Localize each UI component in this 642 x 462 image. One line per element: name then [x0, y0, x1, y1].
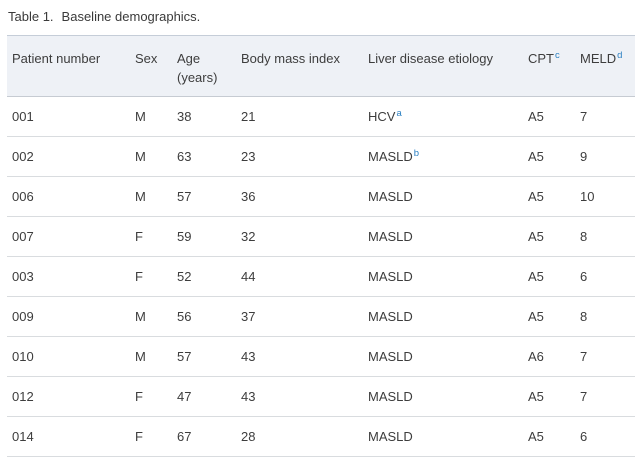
column-header-label: Age: [177, 51, 201, 66]
cell-etiology: HCVa: [363, 96, 523, 137]
column-header-age: Age (years): [172, 35, 236, 97]
cell-age: 57: [172, 176, 236, 217]
cell-age: 67: [172, 416, 236, 457]
column-header-label-line2: (years): [177, 70, 218, 85]
footnote-marker-c[interactable]: c: [555, 49, 560, 61]
table-row-patient-003: 003 F 52 44 MASLD A5 6: [7, 256, 635, 297]
cell-meld: 6: [575, 416, 635, 457]
column-header-sex: Sex: [130, 35, 172, 97]
cell-patient: 003: [7, 256, 130, 297]
column-header-label: CPT: [528, 51, 554, 66]
cell-patient: 007: [7, 216, 130, 257]
table-row-patient-010: 010 M 57 43 MASLD A6 7: [7, 336, 635, 377]
cell-cpt: A5: [523, 136, 575, 177]
cell-age: 57: [172, 336, 236, 377]
cell-bmi: 23: [236, 136, 363, 177]
baseline-demographics-table: Patient number Sex Age (years) Body mass ind…: [7, 35, 635, 457]
footnote-marker-b[interactable]: b: [413, 147, 420, 159]
cell-etiology: MASLD: [363, 176, 523, 217]
cell-meld: 7: [575, 336, 635, 377]
column-header-patient: Patient number: [7, 35, 130, 97]
cell-patient: 002: [7, 136, 130, 177]
table-row-patient-014: 014 F 67 28 MASLD A5 6: [7, 416, 635, 457]
cell-age: 59: [172, 216, 236, 257]
cell-patient: 006: [7, 176, 130, 217]
table-row-patient-007: 007 F 59 32 MASLD A5 8: [7, 216, 635, 257]
cell-meld: 6: [575, 256, 635, 297]
cell-sex: M: [130, 176, 172, 217]
cell-etiology: MASLD: [363, 296, 523, 337]
cell-meld: 7: [575, 96, 635, 137]
cell-etiology: MASLD: [363, 416, 523, 457]
cell-bmi: 37: [236, 296, 363, 337]
cell-age: 56: [172, 296, 236, 337]
cell-cpt: A5: [523, 176, 575, 217]
cell-meld: 10: [575, 176, 635, 217]
cell-cpt: A5: [523, 96, 575, 137]
table-header: Patient number Sex Age (years) Body mass ind…: [7, 35, 635, 97]
cell-age: 63: [172, 136, 236, 177]
footnote-marker-a[interactable]: a: [396, 107, 402, 119]
cell-cpt: A6: [523, 336, 575, 377]
cell-bmi: 43: [236, 336, 363, 377]
footnote-marker-d[interactable]: d: [617, 49, 623, 61]
column-header-label: Sex: [135, 51, 158, 66]
table-row-patient-012: 012 F 47 43 MASLD A5 7: [7, 376, 635, 417]
cell-age: 38: [172, 96, 236, 137]
cell-sex: M: [130, 336, 172, 377]
cell-age: 52: [172, 256, 236, 297]
cell-patient: 012: [7, 376, 130, 417]
cell-meld: 8: [575, 296, 635, 337]
cell-cpt: A5: [523, 416, 575, 457]
cell-etiology: MASLD: [363, 256, 523, 297]
cell-sex: F: [130, 376, 172, 417]
table-row-patient-006: 006 M 57 36 MASLD A5 10: [7, 176, 635, 217]
cell-bmi: 28: [236, 416, 363, 457]
cell-etiology: MASLD: [363, 376, 523, 417]
table-row-patient-009: 009 M 56 37 MASLD A5 8: [7, 296, 635, 337]
cell-etiology: MASLD: [363, 216, 523, 257]
table-caption: Table 1. Baseline demographics.: [0, 0, 642, 35]
table-header-row: Patient number Sex Age (years) Body mass ind…: [7, 35, 635, 97]
cell-bmi: 36: [236, 176, 363, 217]
column-header-label: Liver disease etiology: [368, 51, 494, 66]
cell-sex: F: [130, 216, 172, 257]
column-header-bmi: Body mass index: [236, 35, 363, 97]
column-header-label: Patient number: [12, 51, 101, 66]
cell-cpt: A5: [523, 296, 575, 337]
cell-sex: F: [130, 256, 172, 297]
table-row-patient-001: 001 M 38 21 HCVa A5 7: [7, 96, 635, 137]
column-header-cpt: CPTc: [523, 35, 575, 97]
cell-age: 47: [172, 376, 236, 417]
column-header-meld: MELDd: [575, 35, 635, 97]
cell-etiology: MASLDb: [363, 136, 523, 177]
table-row-patient-002: 002 M 63 23 MASLDb A5 9: [7, 136, 635, 177]
cell-sex: M: [130, 96, 172, 137]
cell-patient: 010: [7, 336, 130, 377]
cell-sex: M: [130, 296, 172, 337]
cell-patient: 001: [7, 96, 130, 137]
cell-sex: M: [130, 136, 172, 177]
cell-meld: 9: [575, 136, 635, 177]
cell-meld: 7: [575, 376, 635, 417]
cell-cpt: A5: [523, 376, 575, 417]
cell-cpt: A5: [523, 256, 575, 297]
cell-patient: 009: [7, 296, 130, 337]
cell-patient: 014: [7, 416, 130, 457]
cell-sex: F: [130, 416, 172, 457]
column-header-label: MELD: [580, 51, 617, 66]
cell-bmi: 44: [236, 256, 363, 297]
column-header-etiology: Liver disease etiology: [363, 35, 523, 97]
cell-bmi: 32: [236, 216, 363, 257]
cell-meld: 8: [575, 216, 635, 257]
cell-cpt: A5: [523, 216, 575, 257]
cell-bmi: 43: [236, 376, 363, 417]
cell-etiology: MASLD: [363, 336, 523, 377]
column-header-label: Body mass index: [241, 51, 340, 66]
table-caption-label: Table 1.: [8, 9, 54, 24]
table-caption-text: Baseline demographics.: [61, 9, 201, 24]
table-body: 001 M 38 21 HCVa A5 7 002 M 63 23 MASLDb A5 9 006 M 57 36…: [7, 96, 635, 457]
cell-bmi: 21: [236, 96, 363, 137]
